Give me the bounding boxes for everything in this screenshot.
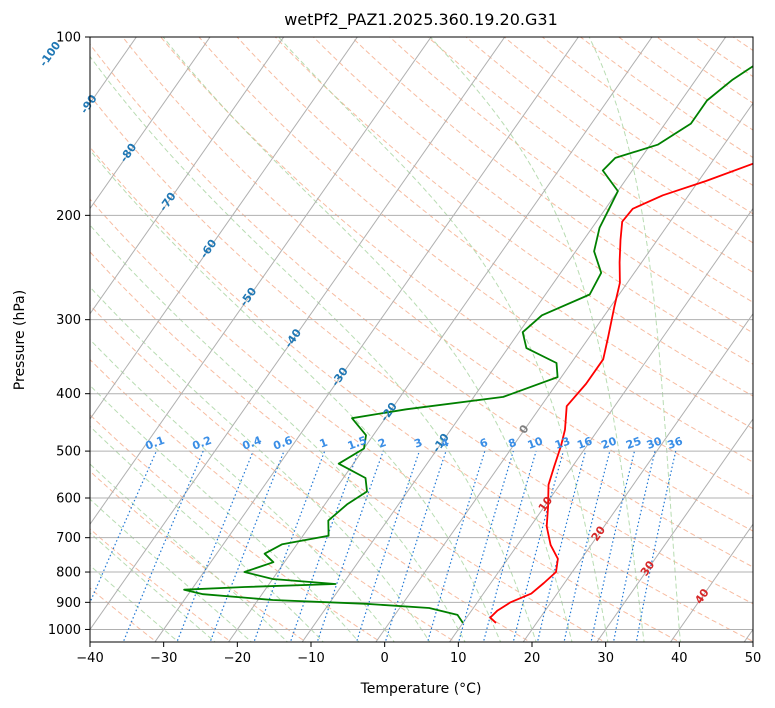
mixing-ratio-label: 0.6 [271,434,294,453]
dry-adiabat [198,37,753,463]
x-tick-label: 20 [524,651,541,666]
mixing-ratio-line [289,450,359,642]
isotherm-line [90,37,285,315]
mixing-ratio-label: 16 [575,434,594,452]
mixing-ratio-line [316,450,384,642]
plot-area [90,37,753,642]
mixing-ratio-label: 0.2 [191,434,214,453]
chart-title: wetPf2_PAZ1.2025.360.19.20.G31 [284,10,558,30]
isotherm-line [448,207,753,642]
moist-adiabat [90,463,289,642]
x-tick-label: −30 [150,651,177,666]
dry-adiabat [389,37,753,303]
mixing-ratio-line [536,450,587,642]
mixing-ratio-label: 0.4 [241,434,264,453]
mixing-ratio-label: 8 [507,436,519,451]
isotherm-line [522,312,753,642]
mixing-ratio-line [426,450,486,642]
y-tick-label: 800 [56,566,81,581]
isotherm-line [90,37,506,631]
x-tick-label: 50 [745,651,762,666]
mixing-ratio-label: 20 [600,434,619,452]
y-tick-label: 400 [56,387,81,402]
y-tick-label: 700 [56,531,81,546]
mixing-ratio-label: 25 [624,435,643,452]
mixing-ratio-line [355,450,420,642]
x-tick-label: −20 [224,651,251,666]
mixing-ratio-line [512,450,564,642]
mixing-ratio-line [635,450,677,642]
y-axis: 100 200 300 400 500 600 700 800 900 1000 [48,31,90,638]
dry-adiabat [90,43,753,568]
x-tick-label: 30 [597,651,614,666]
dry-adiabat [122,37,753,532]
plot-frame [89,36,754,643]
mixing-ratio-label: 1.5 [346,434,369,453]
mixing-ratio-label: 2 [376,436,388,451]
dry-adiabat [236,37,753,430]
mixing-ratio-line [176,450,254,642]
y-tick-label: 200 [56,209,81,224]
dry-adiabat [274,37,753,397]
isotherm-line [90,37,432,526]
x-tick-label: 40 [671,651,688,666]
y-tick-label: 300 [56,313,81,328]
dewpoint-profile [183,65,753,624]
y-axis-title: Pressure (hPa) [12,290,28,390]
y-tick-label: 900 [56,596,81,611]
isotherm-line [90,37,358,420]
isotherm-line [90,37,211,210]
mixing-ratio-line [458,450,514,642]
mixing-ratio-label: 1 [318,436,330,451]
isotherm-line [301,37,727,642]
isotherm-line [669,523,753,642]
temperature-profile [489,162,753,624]
isotherm-line [154,37,579,642]
mixing-ratio-line [253,450,326,642]
mixing-ratio-label: 0.1 [144,434,167,453]
dry-adiabat [90,358,457,642]
mixing-ratio-label: 4 [439,436,451,451]
dry-adiabat [90,94,753,605]
x-tick-label: 0 [381,651,389,666]
mixing-ratio-line [209,450,285,642]
mixing-ratio-line [482,450,537,642]
mixing-ratio-labels: 0.1 0.2 0.4 0.6 1 1.5 2 3 4 6 8 10 13 16 20 25 30 36 [144,434,685,453]
moist-adiabat [90,149,502,642]
mixing-ratio-label: 3 [413,436,425,451]
y-tick-label: 1000 [48,623,81,638]
y-tick-label: 100 [56,31,81,46]
x-tick-label: −10 [297,651,324,666]
isotherm-line [596,418,753,642]
x-axis-title: Temperature (°C) [360,681,482,697]
mixing-ratio-label: 13 [553,435,572,452]
dry-adiabat [160,37,753,497]
mixing-ratio-label: 36 [666,434,685,452]
mixing-ratio-label: 10 [526,434,545,452]
x-tick-label: 10 [450,651,467,666]
mixing-ratio-line [563,450,611,642]
x-axis: −40 −30 −20 −10 0 10 20 30 40 50 [76,642,761,666]
mixing-ratio-line [384,450,447,642]
y-tick-label: 600 [56,492,81,507]
mixing-ratio-line [612,450,656,642]
x-tick-label: −40 [76,651,103,666]
mixing-ratio-line [590,450,636,642]
y-tick-label: 500 [56,445,81,460]
mixing-ratio-label: 30 [645,434,664,452]
mixing-ratio-line [122,450,204,642]
mixing-ratio-label: 6 [478,436,490,451]
isotherm-line [375,102,753,642]
